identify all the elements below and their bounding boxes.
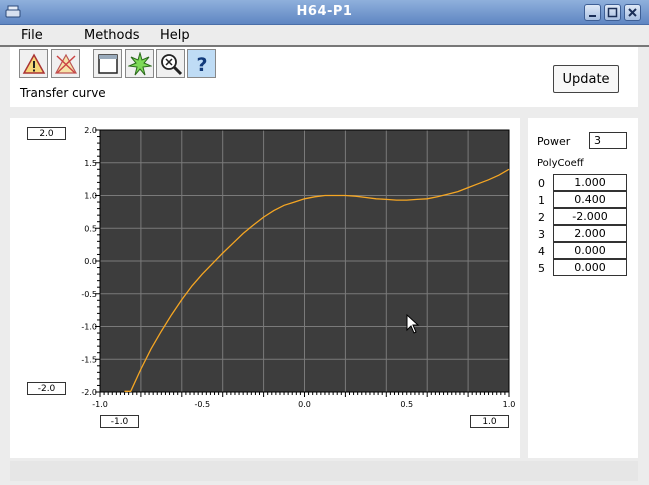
app-icon (5, 5, 21, 18)
plot-panel: -1.0 -0.5 0.0 0.5 1.0 2.0 1.5 1.0 0.5 0.0 -0.5 -1.0… (10, 118, 520, 458)
y-tick-label: 0.5 (84, 224, 97, 233)
y-tick-label: -1.0 (81, 323, 97, 332)
coef-input-5[interactable] (553, 259, 627, 276)
maximize-button[interactable] (604, 4, 621, 21)
menu-file[interactable]: File (21, 28, 43, 43)
x-tick-label: -1.0 (92, 400, 108, 409)
menu-help[interactable]: Help (160, 28, 190, 43)
title-bar: H64-P1 (0, 0, 649, 25)
help-icon: ? (196, 54, 207, 76)
warning-icon (22, 53, 46, 74)
y-tick-label: -0.5 (81, 290, 97, 299)
minimize-button[interactable] (584, 4, 601, 21)
coef-index-0: 0 (538, 177, 545, 190)
help-button[interactable]: ? (187, 49, 216, 78)
zoom-close-icon (161, 54, 183, 76)
warning-crossed-icon (54, 53, 78, 74)
x-min-field[interactable] (100, 415, 139, 428)
window-title: H64-P1 (296, 4, 353, 19)
power-input[interactable] (589, 132, 627, 149)
transfer-curve-line (124, 168, 510, 392)
coef-input-0[interactable] (553, 174, 627, 191)
warning-off-button[interactable] (51, 49, 80, 78)
coef-index-5: 5 (538, 262, 545, 275)
x-tick-label: 0.5 (400, 400, 413, 409)
menu-methods[interactable]: Methods (84, 28, 140, 43)
update-button[interactable]: Update (553, 65, 619, 93)
coef-index-3: 3 (538, 228, 545, 241)
x-tick-label: -0.5 (194, 400, 210, 409)
close-button[interactable] (624, 4, 641, 21)
y-tick-label: 1.5 (84, 159, 97, 168)
power-label: Power (537, 135, 571, 148)
parameter-panel: Power PolyCoeff 0 1 2 3 4 5 (528, 118, 638, 458)
window-icon (98, 54, 118, 74)
polycoeff-label: PolyCoeff (537, 158, 584, 169)
y-tick-label: -2.0 (81, 388, 97, 397)
starburst-icon (128, 52, 152, 76)
coef-input-4[interactable] (553, 242, 627, 259)
y-tick-label: 0.0 (84, 257, 97, 266)
warning-button[interactable] (19, 49, 48, 78)
coef-input-3[interactable] (553, 225, 627, 242)
help-glyph: ? (196, 54, 207, 76)
status-bar (10, 461, 638, 481)
y-tick-label: -1.5 (81, 355, 97, 364)
menu-bar: File Methods Help (0, 25, 649, 47)
y-tick-label: 2.0 (84, 126, 97, 135)
window-button[interactable] (93, 49, 122, 78)
maximize-icon (607, 7, 618, 18)
y-tick-label: 1.0 (84, 192, 97, 201)
coef-index-4: 4 (538, 245, 545, 258)
coef-index-2: 2 (538, 211, 545, 224)
coef-input-1[interactable] (553, 191, 627, 208)
mouse-cursor-icon (406, 314, 420, 334)
transfer-curve-chart[interactable]: -1.0 -0.5 0.0 0.5 1.0 2.0 1.5 1.0 0.5 0.0 -0.5 -1.0… (10, 118, 520, 418)
coef-index-1: 1 (538, 194, 545, 207)
coef-input-2[interactable] (553, 208, 627, 225)
zoom-close-button[interactable] (156, 49, 185, 78)
toolbar-panel: ? Transfer curve Update (10, 47, 638, 107)
x-max-field[interactable] (470, 415, 509, 428)
y-min-field[interactable] (27, 382, 66, 395)
x-tick-label: 1.0 (503, 400, 516, 409)
x-tick-label: 0.0 (298, 400, 311, 409)
section-label: Transfer curve (20, 86, 106, 100)
close-icon (628, 8, 637, 17)
y-max-field[interactable] (27, 127, 66, 140)
minimize-icon (589, 15, 596, 17)
starburst-button[interactable] (125, 49, 154, 78)
